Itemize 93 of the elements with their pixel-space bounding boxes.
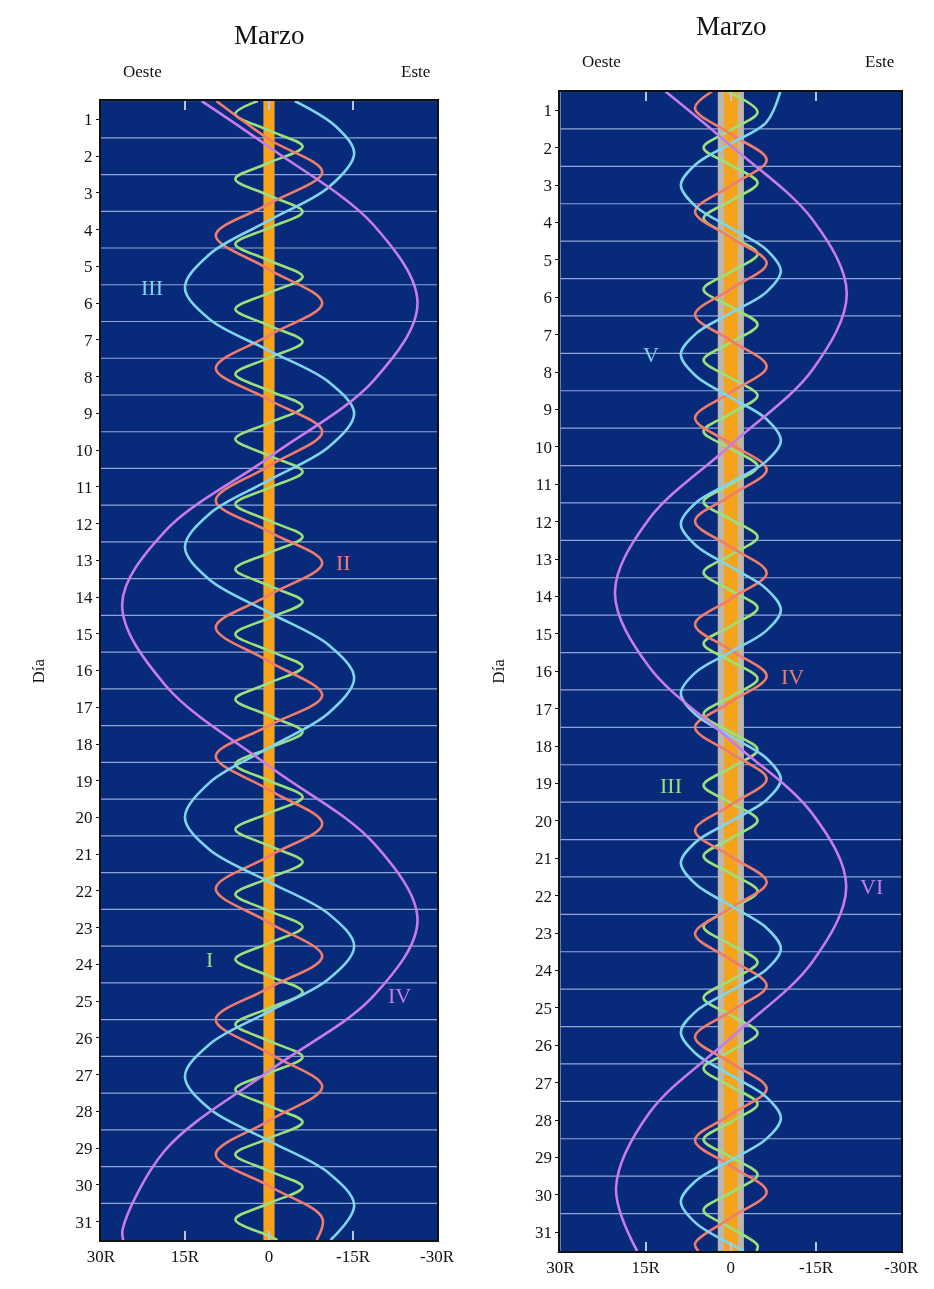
- y-tick-label: 17: [535, 699, 553, 719]
- y-tick-label: 14: [535, 587, 553, 607]
- y-tick-label: 19: [75, 771, 93, 791]
- y-tick-label: 5: [543, 250, 552, 270]
- y-tick-label: 16: [535, 662, 552, 682]
- series-label: II: [336, 550, 351, 575]
- y-tick-label: 1: [83, 110, 93, 130]
- y-tick-label: 11: [76, 477, 93, 497]
- y-tick-label: 31: [75, 1212, 93, 1232]
- text: Este: [865, 52, 895, 71]
- text: Oeste: [582, 52, 621, 71]
- y-tick-label: 10: [75, 441, 93, 461]
- y-tick-label: 18: [535, 737, 552, 756]
- y-tick-label: 25: [75, 992, 93, 1012]
- y-tick-label: 24: [75, 955, 93, 975]
- y-tick-label: 17: [75, 698, 93, 718]
- line-series: [679, 91, 783, 1251]
- y-tick-label: 27: [535, 1073, 553, 1093]
- x-tick-label: 30R: [86, 1247, 116, 1267]
- y-tick-label: 22: [535, 886, 552, 906]
- y-tick-label: 19: [535, 774, 552, 794]
- x-tick-label: 0: [726, 1258, 736, 1278]
- x-tick-label: -30R: [420, 1247, 455, 1267]
- y-tick-label: 26: [75, 1028, 93, 1048]
- x-tick-label: 15R: [170, 1247, 200, 1267]
- y-tick-label: 4: [83, 220, 93, 240]
- text: Este: [401, 62, 431, 81]
- y-tick-label: 23: [75, 918, 93, 938]
- y-tick-label: 12: [75, 514, 93, 534]
- text: Oeste: [123, 62, 162, 81]
- y-tick-label: 20: [535, 811, 552, 831]
- y-tick-label: 4: [543, 213, 553, 233]
- y-tick-label: 28: [75, 1102, 93, 1122]
- y-tick-label: 6: [83, 294, 93, 314]
- y-tick-label: 3: [83, 183, 93, 203]
- y-axis-title: Día: [29, 658, 49, 684]
- series-label: IV: [781, 664, 805, 689]
- series-label: III: [660, 773, 682, 798]
- y-tick-label: 30: [535, 1185, 552, 1205]
- y-tick-label: 29: [75, 1139, 93, 1159]
- line-series: [120, 101, 419, 1241]
- y-tick-label: 22: [75, 881, 93, 901]
- series-label: I: [206, 947, 214, 972]
- y-tick-label: 30: [75, 1175, 93, 1195]
- y-tick-label: 24: [535, 961, 553, 981]
- y-tick-label: 31: [535, 1223, 552, 1243]
- y-tick-label: 3: [543, 175, 552, 195]
- line-series: [214, 101, 324, 1241]
- line-series: [613, 91, 849, 1251]
- chart-title: Marzo: [234, 20, 305, 50]
- y-tick-label: 2: [83, 147, 93, 167]
- y-tick-label: 18: [75, 734, 93, 754]
- y-tick-label: 10: [535, 437, 552, 457]
- y-tick-label: 21: [535, 849, 552, 869]
- y-tick-label: 27: [75, 1065, 93, 1085]
- y-tick-label: 12: [535, 512, 552, 532]
- y-tick-label: 9: [543, 400, 552, 420]
- x-tick-label: -30R: [884, 1258, 919, 1278]
- y-tick-label: 21: [75, 845, 93, 865]
- y-tick-label: 9: [83, 404, 93, 424]
- y-tick-label: 13: [75, 551, 93, 571]
- line-series: [234, 101, 304, 1241]
- y-tick-label: 8: [83, 367, 93, 387]
- x-tick-label: 0: [264, 1247, 274, 1267]
- x-tick-label: 15R: [631, 1258, 661, 1278]
- y-tick-label: 14: [75, 588, 93, 608]
- y-tick-label: 8: [543, 362, 552, 382]
- y-tick-label: 16: [75, 661, 93, 681]
- y-tick-label: 29: [535, 1148, 552, 1168]
- x-tick-label: 30R: [546, 1258, 576, 1278]
- line-series: [183, 101, 356, 1241]
- series-label: VI: [860, 874, 884, 899]
- line-series: [693, 91, 768, 1251]
- y-tick-label: 28: [535, 1111, 552, 1131]
- y-tick-label: 20: [75, 808, 93, 828]
- x-tick-label: -15R: [336, 1247, 371, 1267]
- y-tick-label: 7: [543, 325, 553, 345]
- y-tick-label: 15: [75, 624, 93, 644]
- y-tick-label: 15: [535, 624, 552, 644]
- y-tick-label: 26: [535, 1036, 552, 1056]
- y-tick-label: 1: [543, 101, 552, 121]
- y-tick-label: 2: [543, 138, 552, 158]
- y-tick-label: 23: [535, 924, 552, 944]
- y-tick-label: 25: [535, 998, 552, 1018]
- y-tick-label: 11: [535, 475, 552, 495]
- y-tick-label: 6: [543, 288, 552, 308]
- x-tick-label: -15R: [799, 1258, 834, 1278]
- y-axis-title: Día: [489, 658, 509, 684]
- series-label: IV: [388, 983, 412, 1008]
- chart-title: Marzo: [696, 11, 767, 41]
- y-tick-label: 7: [83, 330, 93, 350]
- y-tick-label: 5: [83, 257, 93, 277]
- y-tick-label: 13: [535, 549, 552, 569]
